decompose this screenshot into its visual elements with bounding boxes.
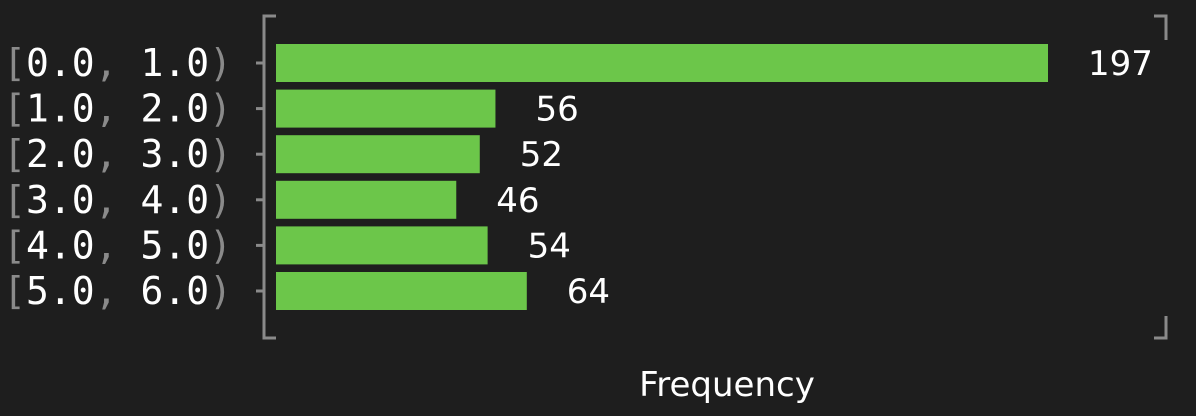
data-label-5: 64 bbox=[567, 272, 610, 312]
data-label-0: 197 bbox=[1088, 44, 1153, 84]
y-tick-label-upper-bound: 2.0 bbox=[140, 87, 209, 131]
bar-1 bbox=[276, 89, 496, 128]
frame-bottom-left-corner bbox=[262, 298, 276, 340]
bar-4 bbox=[276, 226, 488, 265]
y-tick-label-lower-bound: 2.0 bbox=[26, 132, 95, 176]
data-label-4: 54 bbox=[528, 226, 571, 266]
y-tick-label-close-bracket: ) bbox=[209, 87, 232, 131]
y-tick-label-lower-bound: 4.0 bbox=[26, 223, 95, 267]
y-tick-label-upper-bound: 5.0 bbox=[140, 223, 209, 267]
y-tick-label-space bbox=[118, 178, 141, 222]
data-label-3: 46 bbox=[496, 181, 539, 221]
bar-5 bbox=[276, 272, 527, 310]
y-tick-label-open-bracket: [ bbox=[3, 269, 26, 313]
y-tick-label-close-bracket: ) bbox=[209, 269, 232, 313]
y-tick-label-space bbox=[118, 269, 141, 313]
y-tick-label-close-bracket: ) bbox=[209, 223, 232, 267]
y-tick-label-open-bracket: [ bbox=[3, 178, 26, 222]
bar-2 bbox=[276, 135, 480, 174]
x-axis-label: Frequency bbox=[639, 365, 815, 405]
y-tick-label-open-bracket: [ bbox=[3, 132, 26, 176]
y-axis-tick-labels: [0.0, 1.0)[1.0, 2.0)[2.0, 3.0)[3.0, 4.0)… bbox=[3, 41, 232, 313]
y-tick-label-separator: , bbox=[95, 178, 118, 222]
y-tick-label-3: [3.0, 4.0) bbox=[3, 178, 232, 222]
y-tick-label-space bbox=[118, 41, 141, 85]
data-label-2: 52 bbox=[520, 135, 563, 175]
y-tick-label-open-bracket: [ bbox=[3, 87, 26, 131]
y-axis-ticks bbox=[256, 61, 264, 293]
y-tick-label-close-bracket: ) bbox=[209, 178, 232, 222]
y-tick-label-4: [4.0, 5.0) bbox=[3, 223, 232, 267]
bars bbox=[276, 44, 1048, 310]
y-tick-label-lower-bound: 0.0 bbox=[26, 41, 95, 85]
bar-3 bbox=[276, 180, 457, 219]
y-tick-label-upper-bound: 1.0 bbox=[140, 41, 209, 85]
y-tick-label-lower-bound: 3.0 bbox=[26, 178, 95, 222]
frame-top-right-corner bbox=[1154, 14, 1168, 40]
y-tick-label-separator: , bbox=[95, 87, 118, 131]
y-tick-label-upper-bound: 3.0 bbox=[140, 132, 209, 176]
y-tick-label-open-bracket: [ bbox=[3, 41, 26, 85]
y-tick-label-upper-bound: 4.0 bbox=[140, 178, 209, 222]
bar-0 bbox=[276, 44, 1048, 82]
frame-top-left-corner bbox=[262, 14, 276, 60]
y-tick-label-2: [2.0, 3.0) bbox=[3, 132, 232, 176]
y-tick-label-lower-bound: 5.0 bbox=[26, 269, 95, 313]
y-tick-label-space bbox=[118, 87, 141, 131]
y-tick-label-separator: , bbox=[95, 41, 118, 85]
data-label-1: 56 bbox=[535, 90, 578, 130]
data-labels: 197 56 52 46 54 64 bbox=[496, 44, 1153, 312]
y-tick-label-5: [5.0, 6.0) bbox=[3, 269, 232, 313]
y-tick-label-close-bracket: ) bbox=[209, 41, 232, 85]
y-tick-label-1: [1.0, 2.0) bbox=[3, 87, 232, 131]
y-tick-label-space bbox=[118, 132, 141, 176]
y-tick-label-close-bracket: ) bbox=[209, 132, 232, 176]
y-tick-label-lower-bound: 1.0 bbox=[26, 87, 95, 131]
y-tick-label-open-bracket: [ bbox=[3, 223, 26, 267]
y-tick-label-space bbox=[118, 223, 141, 267]
y-tick-label-separator: , bbox=[95, 269, 118, 313]
y-tick-label-separator: , bbox=[95, 132, 118, 176]
y-tick-label-separator: , bbox=[95, 223, 118, 267]
y-tick-label-0: [0.0, 1.0) bbox=[3, 41, 232, 85]
frame-bottom-right-corner bbox=[1154, 316, 1168, 340]
y-tick-label-upper-bound: 6.0 bbox=[140, 269, 209, 313]
